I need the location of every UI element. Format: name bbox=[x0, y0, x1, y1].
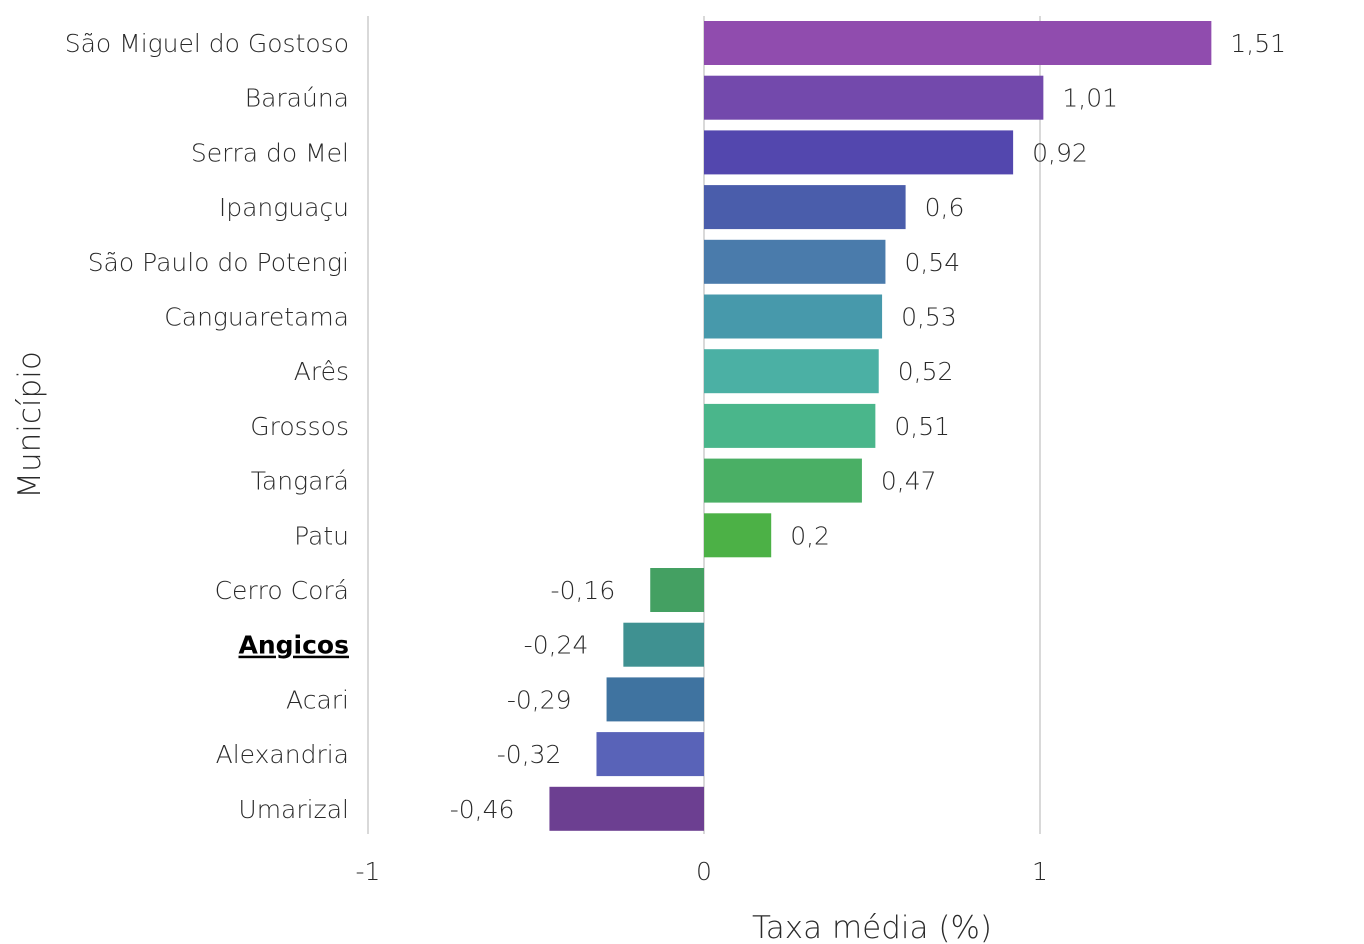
x-tick-label: 1 bbox=[1032, 857, 1048, 886]
category-label: Ipanguaçu bbox=[219, 193, 349, 222]
bar bbox=[704, 185, 906, 230]
value-label: -0,32 bbox=[497, 740, 562, 769]
category-label: Tangará bbox=[251, 467, 349, 496]
bar bbox=[704, 403, 876, 448]
bar bbox=[549, 786, 704, 831]
value-label: 0,53 bbox=[901, 303, 957, 332]
bar bbox=[704, 239, 886, 284]
category-label: Arês bbox=[294, 357, 349, 386]
category-label: Alexandria bbox=[216, 740, 349, 769]
bar bbox=[704, 75, 1044, 120]
value-label: -0,24 bbox=[524, 631, 589, 660]
value-label: -0,16 bbox=[551, 576, 616, 605]
value-label: 0,52 bbox=[898, 357, 954, 386]
category-label-highlight: Angicos bbox=[239, 631, 350, 660]
category-label: Patu bbox=[294, 521, 349, 550]
bar bbox=[623, 622, 704, 667]
value-label: -0,29 bbox=[507, 685, 572, 714]
bar bbox=[606, 677, 704, 722]
bar bbox=[704, 458, 862, 503]
category-label: Baraúna bbox=[245, 84, 349, 113]
value-label: 0,47 bbox=[881, 467, 937, 496]
bar bbox=[704, 294, 883, 339]
value-label: 0,51 bbox=[894, 412, 950, 441]
bar bbox=[704, 130, 1014, 175]
value-label: 0,2 bbox=[790, 521, 830, 550]
x-tick-label: 0 bbox=[696, 857, 712, 886]
bar bbox=[650, 568, 704, 612]
bar bbox=[704, 349, 879, 394]
x-tick-label: -1 bbox=[356, 857, 381, 886]
bar bbox=[704, 513, 772, 558]
bars bbox=[549, 21, 1212, 831]
category-label: Serra do Mel bbox=[191, 138, 349, 167]
bar bbox=[596, 732, 704, 777]
category-label: Acari bbox=[286, 685, 349, 714]
category-label: Grossos bbox=[250, 412, 349, 441]
value-label: 0,92 bbox=[1032, 138, 1088, 167]
category-label: São Paulo do Potengi bbox=[88, 248, 349, 277]
value-label: -0,46 bbox=[450, 795, 515, 824]
value-label: 1,01 bbox=[1062, 84, 1118, 113]
x-axis-title: Taxa média (%) bbox=[752, 910, 992, 944]
y-axis-title: Município bbox=[12, 351, 48, 499]
category-label: Cerro Corá bbox=[215, 576, 349, 605]
category-label: Canguaretama bbox=[164, 303, 349, 332]
x-tick-labels: -1 0 1 bbox=[356, 857, 1048, 886]
value-label: 0,54 bbox=[904, 248, 960, 277]
value-label: 0,6 bbox=[925, 193, 965, 222]
bar bbox=[704, 21, 1212, 65]
category-label: Umarizal bbox=[238, 795, 349, 824]
value-labels: 1,51 1,01 0,92 0,6 0,54 0,53 0,52 0,51 0,47 0,2 -0… bbox=[450, 29, 1286, 824]
category-labels: São Miguel do Gostoso Baraúna Serra do Mel… bbox=[65, 29, 349, 824]
value-label: 1,51 bbox=[1230, 29, 1286, 58]
category-label: São Miguel do Gostoso bbox=[65, 29, 349, 58]
